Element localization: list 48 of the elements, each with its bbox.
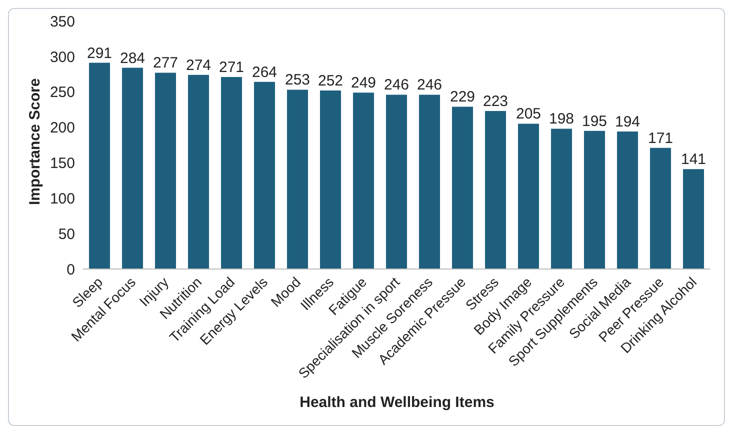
bar	[155, 72, 176, 269]
y-tick-label: 300	[50, 48, 75, 66]
data-label: 195	[582, 112, 608, 130]
bar	[353, 92, 374, 269]
y-tick-label: 250	[50, 84, 75, 102]
bar	[254, 82, 275, 269]
bar	[188, 74, 209, 269]
bar	[683, 169, 704, 269]
y-tick-label: 0	[66, 261, 75, 278]
bar	[551, 128, 572, 269]
data-label: 223	[482, 92, 508, 110]
y-tick-label: 100	[50, 190, 75, 208]
bar	[452, 106, 473, 269]
y-tick-label: 200	[50, 120, 75, 137]
bar	[485, 110, 506, 269]
bar	[221, 76, 242, 269]
data-label: 253	[284, 72, 310, 89]
data-label: 171	[648, 130, 674, 147]
data-label: 252	[318, 72, 344, 90]
data-label: 291	[86, 44, 112, 62]
data-label: 229	[450, 88, 476, 106]
x-axis-title: Health and Wellbeing Items	[298, 394, 496, 411]
bar	[122, 68, 143, 269]
data-label: 284	[120, 50, 146, 67]
bar	[617, 132, 638, 269]
data-label: 264	[252, 64, 278, 81]
data-label: 249	[350, 74, 376, 92]
data-label: 274	[186, 56, 212, 74]
bar	[386, 94, 407, 269]
y-tick-label: 50	[58, 226, 75, 243]
data-label: 198	[548, 110, 574, 128]
data-label: 205	[516, 106, 542, 123]
y-axis-title: Importance Score	[26, 78, 44, 205]
data-label: 194	[614, 114, 640, 131]
bar	[287, 90, 308, 269]
bar	[419, 94, 440, 269]
bar	[320, 90, 341, 269]
bar	[518, 124, 539, 269]
data-label: 271	[218, 58, 244, 76]
data-label: 246	[384, 76, 410, 94]
y-tick-label: 150	[50, 155, 75, 172]
y-tick-label: 350	[50, 13, 75, 30]
bar	[89, 62, 110, 269]
data-label: 277	[152, 54, 178, 72]
data-label: 141	[680, 151, 706, 168]
bar	[584, 130, 605, 269]
bar	[650, 148, 671, 269]
data-label: 246	[416, 76, 442, 94]
